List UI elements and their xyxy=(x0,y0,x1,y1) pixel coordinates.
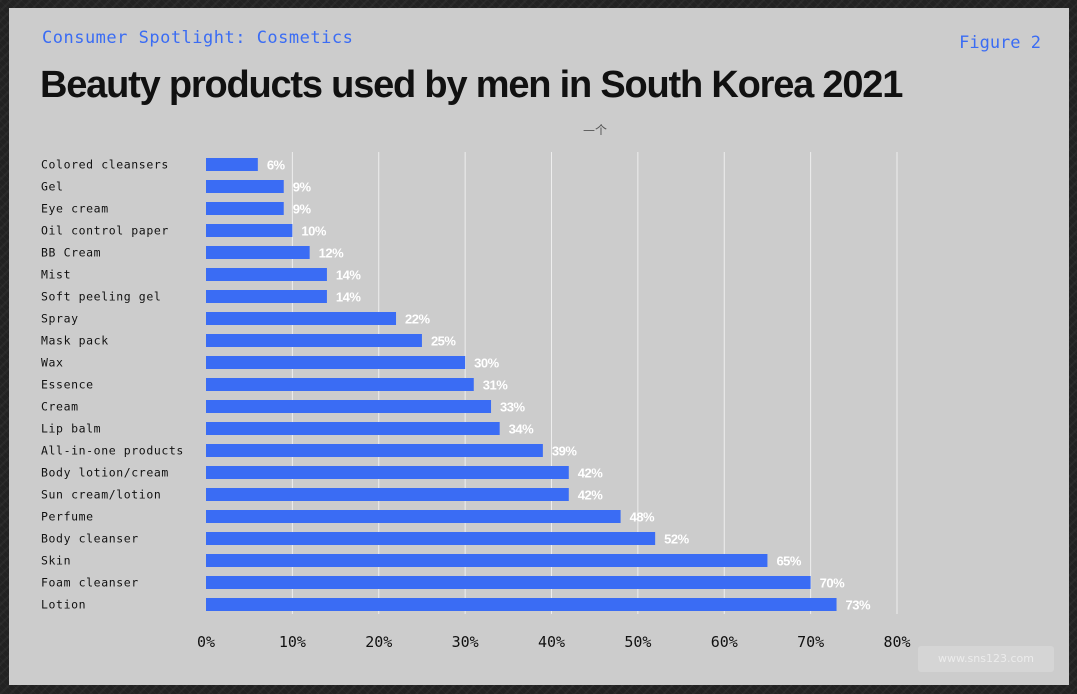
value-label: 52% xyxy=(664,532,689,547)
x-tick-label: 70% xyxy=(797,633,824,651)
category-label: Cream xyxy=(41,400,79,414)
bar xyxy=(206,224,293,237)
category-label: Skin xyxy=(41,554,71,568)
category-label: Body lotion/cream xyxy=(41,466,169,480)
x-tick-label: 50% xyxy=(624,633,651,651)
category-label: Lip balm xyxy=(41,422,101,436)
bars xyxy=(206,158,837,611)
value-label: 10% xyxy=(301,224,326,239)
value-label: 6% xyxy=(267,158,286,173)
category-labels: Colored cleansers Gel Eye cream Oil control… xyxy=(41,158,184,612)
value-label: 31% xyxy=(483,378,508,393)
figure-panel xyxy=(9,8,1069,685)
bar xyxy=(206,158,258,171)
bar xyxy=(206,444,543,457)
category-label: Gel xyxy=(41,180,64,194)
bar xyxy=(206,488,569,501)
bar xyxy=(206,268,327,281)
x-axis-ticks: 0% 10% 20% 30% 40% 50% 60% 70% 80% xyxy=(197,633,911,651)
value-label: 9% xyxy=(293,202,312,217)
category-label: Foam cleanser xyxy=(41,576,139,590)
value-label: 48% xyxy=(630,510,655,525)
bar xyxy=(206,356,466,369)
value-label: 22% xyxy=(405,312,430,327)
value-label: 73% xyxy=(846,598,871,613)
value-label: 42% xyxy=(578,466,603,481)
value-label: 39% xyxy=(552,444,577,459)
category-label: BB Cream xyxy=(41,246,101,260)
bar xyxy=(206,202,284,215)
section-kicker: Consumer Spotlight: Cosmetics xyxy=(42,28,354,48)
bar xyxy=(206,422,500,435)
x-tick-label: 20% xyxy=(365,633,392,651)
value-label: 30% xyxy=(474,356,499,371)
value-label: 70% xyxy=(820,576,845,591)
x-tick-label: 10% xyxy=(279,633,306,651)
category-label: Colored cleansers xyxy=(41,158,169,172)
bar xyxy=(206,400,492,413)
category-label: Mist xyxy=(41,268,71,282)
value-label: 25% xyxy=(431,334,456,349)
category-label: Body cleanser xyxy=(41,532,139,546)
bar xyxy=(206,290,327,303)
category-label: Soft peeling gel xyxy=(41,290,161,304)
value-label: 12% xyxy=(319,246,344,261)
category-label: Sun cream/lotion xyxy=(41,488,161,502)
category-label: Spray xyxy=(41,312,79,326)
bar xyxy=(206,532,656,545)
category-label: Mask pack xyxy=(41,334,109,348)
cursor-glyph: —个 xyxy=(583,123,608,137)
value-label: 9% xyxy=(293,180,312,195)
x-tick-label: 40% xyxy=(538,633,565,651)
bar xyxy=(206,180,284,193)
bar xyxy=(206,510,621,523)
category-label: Oil control paper xyxy=(41,224,169,238)
category-label: Eye cream xyxy=(41,202,109,216)
category-label: Essence xyxy=(41,378,94,392)
value-label: 65% xyxy=(776,554,801,569)
x-tick-label: 80% xyxy=(883,633,910,651)
bar xyxy=(206,554,768,567)
value-label: 14% xyxy=(336,290,361,305)
bar xyxy=(206,466,569,479)
bar xyxy=(206,334,422,347)
bar xyxy=(206,312,397,325)
value-labels: 6%9%9%10%12%14%14%22%25%30%31%33%34%39%4… xyxy=(267,158,872,613)
x-tick-label: 60% xyxy=(711,633,738,651)
category-label: All-in-one products xyxy=(41,444,184,458)
category-label: Perfume xyxy=(41,510,94,524)
figure-number: Figure 2 xyxy=(959,33,1041,53)
value-label: 14% xyxy=(336,268,361,283)
value-label: 33% xyxy=(500,400,525,415)
x-tick-label: 0% xyxy=(197,633,215,651)
watermark: www.sns123.com xyxy=(918,646,1054,672)
value-label: 42% xyxy=(578,488,603,503)
category-label: Wax xyxy=(41,356,64,370)
x-tick-label: 30% xyxy=(452,633,479,651)
value-label: 34% xyxy=(509,422,534,437)
bar xyxy=(206,246,310,259)
chart-title: Beauty products used by men in South Kor… xyxy=(40,64,903,106)
category-label: Lotion xyxy=(41,598,86,612)
bar xyxy=(206,378,474,391)
bar xyxy=(206,576,811,589)
bar xyxy=(206,598,837,611)
